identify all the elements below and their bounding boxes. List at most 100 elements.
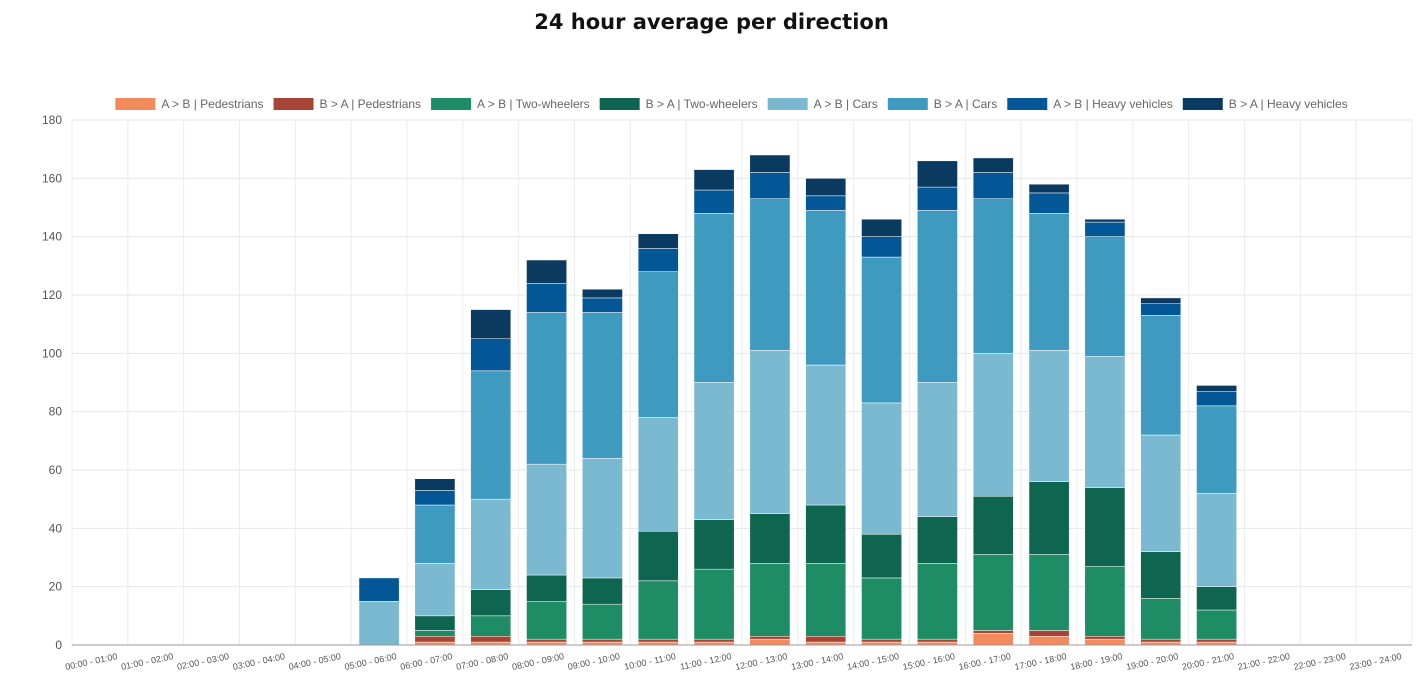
bar-segment[interactable] [1028, 481, 1070, 555]
bar-segment[interactable] [470, 370, 512, 500]
bar-segment[interactable] [917, 382, 958, 517]
bar-segment[interactable] [470, 498, 512, 590]
bar-segment[interactable] [414, 615, 456, 631]
bar-segment[interactable] [861, 402, 902, 535]
bar-segment[interactable] [470, 589, 512, 617]
bar-segment[interactable] [861, 577, 902, 640]
bar-segment[interactable] [637, 233, 679, 249]
bar-segment[interactable] [972, 157, 1014, 173]
bar-segment[interactable] [582, 603, 623, 640]
legend-item[interactable]: B > A | Pedestrians [273, 97, 422, 111]
bar-segment[interactable] [972, 633, 1014, 646]
bar-segment[interactable] [1196, 405, 1237, 494]
bar-segment[interactable] [1140, 434, 1182, 552]
bar-segment[interactable] [693, 519, 735, 570]
bar-segment[interactable] [1084, 487, 1126, 567]
bar-segment[interactable] [414, 478, 456, 491]
bar-segment[interactable] [972, 496, 1014, 555]
bar-segment[interactable] [470, 338, 512, 372]
bar-segment[interactable] [1084, 221, 1126, 237]
bar-segment[interactable] [1196, 609, 1237, 640]
bar-segment[interactable] [749, 513, 791, 564]
bar-segment[interactable] [749, 636, 791, 640]
bar-segment[interactable] [582, 288, 623, 299]
bar-segment[interactable] [861, 533, 902, 579]
bar-segment[interactable] [414, 490, 456, 506]
bar-segment[interactable] [805, 563, 847, 637]
bar-segment[interactable] [526, 601, 567, 640]
bar-segment[interactable] [805, 195, 847, 211]
bar-segment[interactable] [1084, 636, 1126, 640]
bar-segment[interactable] [470, 309, 512, 340]
bar-segment[interactable] [749, 154, 791, 173]
bar-segment[interactable] [749, 563, 791, 637]
bar-segment[interactable] [1028, 630, 1070, 637]
bar-segment[interactable] [805, 636, 847, 643]
bar-segment[interactable] [805, 504, 847, 564]
legend-item[interactable]: A > B | Two-wheelers [431, 97, 590, 111]
bar-segment[interactable] [582, 458, 623, 579]
bar-segment[interactable] [917, 210, 958, 383]
bar-segment[interactable] [582, 638, 623, 643]
bar-segment[interactable] [1140, 598, 1182, 640]
bar-segment[interactable] [637, 271, 679, 418]
bar-segment[interactable] [470, 615, 512, 637]
legend-item[interactable]: A > B | Heavy vehicles [1007, 97, 1173, 111]
bar-segment[interactable] [414, 630, 456, 637]
bar-segment[interactable] [972, 353, 1014, 497]
bar-segment[interactable] [1140, 297, 1182, 304]
bar-segment[interactable] [1140, 638, 1182, 643]
legend-item[interactable]: B > A | Two-wheelers [599, 97, 758, 111]
bar-segment[interactable] [637, 531, 679, 582]
bar-segment[interactable] [1196, 493, 1237, 587]
bar-segment[interactable] [414, 636, 456, 643]
bar-segment[interactable] [917, 516, 958, 564]
bar-segment[interactable] [414, 504, 456, 564]
bar-segment[interactable] [1028, 183, 1070, 194]
bar-segment[interactable] [526, 259, 567, 284]
bar-segment[interactable] [637, 638, 679, 643]
bar-segment[interactable] [693, 382, 735, 520]
legend-item[interactable]: B > A | Cars [887, 97, 997, 111]
bar-segment[interactable] [749, 172, 791, 199]
bar-segment[interactable] [582, 297, 623, 313]
bar-segment[interactable] [1084, 218, 1126, 223]
bar-segment[interactable] [861, 256, 902, 404]
bar-segment[interactable] [749, 638, 791, 646]
bar-segment[interactable] [917, 638, 958, 643]
bar-segment[interactable] [693, 638, 735, 643]
bar-segment[interactable] [637, 248, 679, 272]
legend-item[interactable]: A > B | Pedestrians [115, 97, 264, 111]
bar-segment[interactable] [526, 312, 567, 465]
bar-segment[interactable] [1084, 566, 1126, 637]
bar-segment[interactable] [1084, 236, 1126, 357]
bar-segment[interactable] [1084, 356, 1126, 488]
bar-segment[interactable] [582, 312, 623, 459]
bar-segment[interactable] [1028, 554, 1070, 631]
bar-segment[interactable] [805, 364, 847, 506]
bar-segment[interactable] [1140, 315, 1182, 436]
bar-segment[interactable] [861, 236, 902, 258]
bar-segment[interactable] [414, 563, 456, 617]
bar-segment[interactable] [861, 218, 902, 237]
bar-segment[interactable] [526, 283, 567, 313]
bar-segment[interactable] [1028, 213, 1070, 351]
bar-segment[interactable] [917, 160, 958, 188]
bar-segment[interactable] [861, 638, 902, 643]
bar-segment[interactable] [972, 630, 1014, 634]
bar-segment[interactable] [582, 577, 623, 605]
bar-segment[interactable] [470, 636, 512, 643]
bar-segment[interactable] [526, 574, 567, 602]
bar-segment[interactable] [917, 563, 958, 640]
bar-segment[interactable] [1196, 385, 1237, 392]
bar-segment[interactable] [693, 213, 735, 383]
bar-segment[interactable] [805, 210, 847, 366]
bar-segment[interactable] [749, 350, 791, 514]
bar-segment[interactable] [1028, 636, 1070, 646]
bar-segment[interactable] [637, 580, 679, 640]
bar-segment[interactable] [972, 172, 1014, 199]
bar-segment[interactable] [693, 189, 735, 214]
bar-segment[interactable] [526, 463, 567, 576]
bar-segment[interactable] [972, 198, 1014, 354]
bar-segment[interactable] [693, 568, 735, 640]
